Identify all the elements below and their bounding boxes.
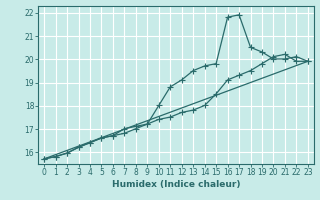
- X-axis label: Humidex (Indice chaleur): Humidex (Indice chaleur): [112, 180, 240, 189]
